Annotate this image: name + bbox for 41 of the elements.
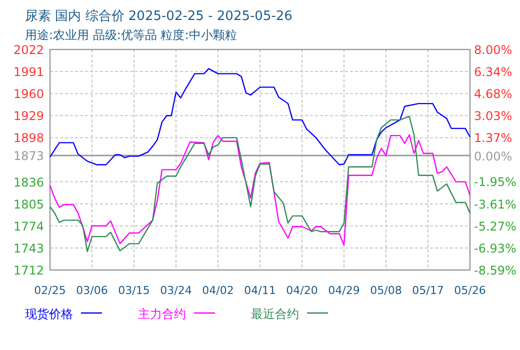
- x-tick-label: 03/06: [76, 284, 108, 297]
- legend-label: 主力合约: [138, 307, 186, 321]
- x-tick-label: 03/24: [160, 284, 192, 297]
- y-tick-label: 1805: [13, 197, 44, 212]
- y-tick-label: 1960: [13, 87, 44, 102]
- y2-tick-label: -6.93%: [474, 241, 516, 256]
- y2-tick-label: 1.37%: [474, 131, 512, 146]
- y2-tick-label: -8.59%: [474, 264, 516, 278]
- x-tick-label: 04/11: [244, 284, 276, 297]
- chart-subtitle: 用途:农业用 品级:优等品 粒度:中小颗粒: [25, 28, 237, 42]
- x-tick-label: 03/15: [118, 284, 150, 297]
- chart-title: 尿素 国内 综合价 2025-02-25 - 2025-05-26: [25, 9, 292, 24]
- y2-tick-label: 4.68%: [474, 87, 512, 102]
- line-series: [49, 116, 471, 252]
- legend-label: 最近合约: [251, 307, 299, 321]
- y2-tick-label: 6.34%: [474, 65, 512, 80]
- line-series: [49, 68, 471, 166]
- y-tick-label: 1898: [13, 131, 44, 146]
- x-tick-label: 05/17: [412, 284, 444, 297]
- y-tick-label: 1774: [13, 219, 44, 234]
- x-tick-label: 04/20: [286, 284, 318, 297]
- y-tick-label: 1929: [13, 109, 44, 124]
- x-tick-label: 05/26: [454, 284, 486, 297]
- y2-tick-label: 0.00%: [474, 149, 512, 164]
- x-tick-label: 05/08: [370, 284, 402, 297]
- y-tick-label: 1991: [13, 65, 44, 80]
- y-tick-label: 1873: [13, 148, 44, 163]
- x-tick-label: 02/25: [34, 284, 66, 297]
- y2-tick-label: -5.27%: [474, 219, 516, 234]
- y2-tick-label: 3.03%: [474, 109, 512, 124]
- x-tick-label: 04/02: [202, 284, 234, 297]
- y2-tick-label: -3.61%: [474, 197, 516, 212]
- x-tick-label: 04/29: [328, 284, 360, 297]
- y-tick-label: 1836: [13, 175, 44, 190]
- legend-label: 现货价格: [25, 307, 73, 321]
- y2-tick-label: -1.95%: [474, 175, 516, 190]
- line-series: [49, 134, 471, 246]
- y-tick-label: 1712: [13, 264, 44, 278]
- y2-tick-label: 8.00%: [474, 43, 512, 57]
- y-tick-label: 2022: [13, 43, 44, 57]
- y-tick-label: 1743: [13, 241, 44, 256]
